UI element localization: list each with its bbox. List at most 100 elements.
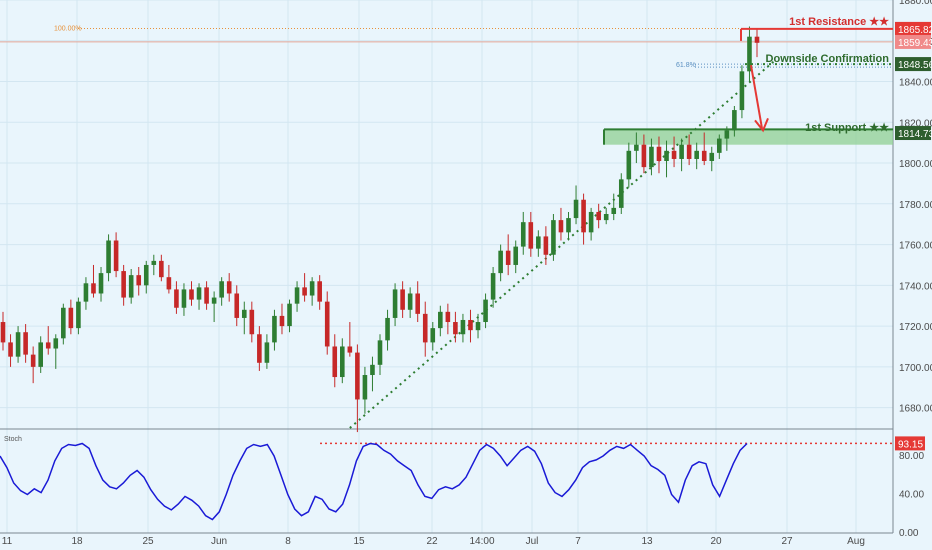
candle-body	[204, 287, 209, 304]
candle-body	[618, 179, 624, 208]
candle-body	[370, 364, 375, 376]
candle-body	[498, 250, 503, 274]
candle-body	[226, 281, 232, 294]
last-price-tag-text: 1859.43	[898, 38, 932, 49]
candle	[83, 277, 89, 310]
candle	[287, 299, 292, 333]
candle-body	[332, 346, 338, 378]
candle	[717, 134, 722, 159]
candle	[400, 281, 405, 318]
candle	[174, 281, 179, 314]
price-tick-label: 1680.00	[899, 404, 932, 415]
candle-body	[264, 342, 270, 363]
candle	[362, 366, 368, 414]
candle-body	[121, 271, 126, 298]
candle	[347, 322, 353, 357]
candle	[257, 326, 262, 371]
candle-body	[166, 277, 172, 290]
candle-body	[475, 322, 481, 331]
candle	[588, 207, 594, 241]
candle	[309, 277, 315, 306]
candle-body	[641, 144, 647, 168]
candle-body	[76, 301, 81, 329]
candle-body	[249, 309, 255, 335]
candle	[332, 334, 338, 388]
candle	[701, 132, 707, 166]
resistance-tag-text: 1865.82	[898, 25, 932, 36]
candle-body	[754, 36, 760, 43]
candle-body	[407, 293, 413, 310]
candle-body	[91, 283, 96, 294]
candle	[430, 322, 436, 351]
candle-body	[257, 334, 262, 363]
candle-body	[430, 328, 436, 343]
candle	[641, 134, 647, 174]
candle	[754, 28, 760, 58]
time-tick-label: 15	[353, 536, 365, 547]
time-tick-label: 25	[142, 536, 154, 547]
candle	[385, 309, 390, 351]
candle	[566, 211, 571, 241]
candle-body	[415, 293, 420, 314]
candle	[45, 326, 51, 355]
price-axis[interactable]: 1680.00 1700.00 1720.00 1740.00 1760.00 1780.…	[895, 0, 932, 415]
candle	[30, 346, 36, 384]
candle	[196, 283, 202, 310]
time-tick-label: Aug	[847, 536, 865, 547]
candle	[136, 266, 142, 296]
candle	[528, 211, 534, 257]
candle-body	[196, 287, 202, 300]
candle-body	[634, 144, 639, 151]
candle-body	[551, 220, 556, 255]
candle-body	[626, 150, 632, 180]
time-tick-label: 27	[781, 536, 793, 547]
candle-body	[279, 315, 285, 327]
candle	[61, 303, 66, 345]
candle	[573, 185, 579, 225]
candle-body	[61, 307, 66, 339]
candle-body	[68, 307, 74, 329]
candle	[23, 324, 28, 363]
candle-body	[536, 236, 541, 249]
candle	[234, 285, 240, 327]
candle	[211, 291, 217, 323]
candle-body	[694, 150, 699, 159]
candle	[543, 226, 549, 265]
candle-body	[732, 110, 737, 131]
candle-body	[8, 342, 13, 357]
candle	[438, 305, 443, 337]
time-tick-label: 8	[285, 536, 291, 547]
candle	[241, 301, 247, 335]
candle	[724, 126, 730, 151]
candle	[739, 65, 745, 119]
candle	[460, 313, 466, 343]
candle-body	[453, 322, 458, 335]
candle	[204, 281, 209, 310]
candle-body	[377, 340, 383, 365]
candle-body	[143, 264, 149, 286]
candle	[15, 326, 21, 363]
candle	[76, 297, 81, 335]
candle	[121, 264, 126, 306]
candle-body	[340, 346, 345, 378]
candle	[415, 281, 420, 323]
candle	[128, 269, 134, 304]
candle	[483, 293, 488, 329]
candle	[671, 136, 677, 168]
candle-body	[664, 150, 669, 162]
stoch-value-tag: 93.15	[895, 436, 925, 451]
candle-body	[543, 236, 549, 255]
candles[interactable]	[0, 26, 760, 433]
fib-100-label: 100.00%	[54, 26, 82, 33]
time-axis[interactable]: 11 18 25 Jun 8 15 22 14:00 Jul 7 13 20 27 Aug	[2, 536, 865, 547]
candle-body	[656, 146, 662, 162]
time-tick-label: 22	[426, 536, 438, 547]
candle	[68, 299, 74, 335]
candle-body	[219, 281, 224, 298]
candle	[407, 287, 413, 318]
stoch-tick-label: 0.00	[899, 528, 919, 539]
candle-body	[98, 273, 104, 294]
